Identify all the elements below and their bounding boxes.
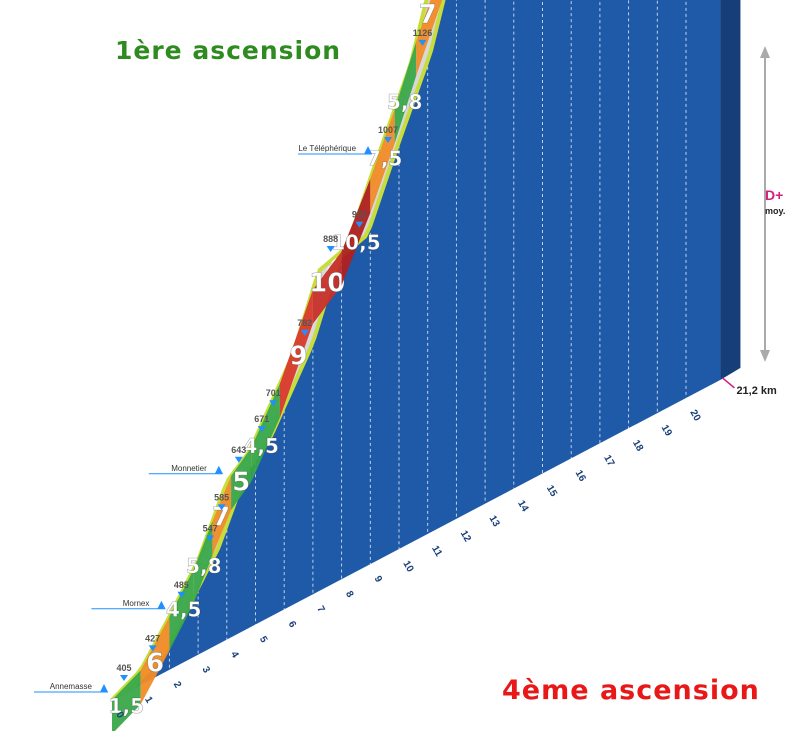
altitude-marker-icon	[148, 645, 157, 652]
place-name: Annemasse	[50, 682, 93, 691]
gradient-band	[231, 447, 252, 511]
altitude-marker-icon	[120, 675, 128, 681]
km-tick-label: 8	[343, 589, 356, 600]
gradient-label: 5,8	[186, 554, 221, 578]
gradient-label: 4,5	[166, 598, 201, 622]
gradient-band	[212, 476, 232, 556]
place-name: Le Téléphérique	[298, 144, 356, 153]
km-tick-label: 10	[400, 559, 415, 575]
altitude-label: 405	[116, 663, 131, 673]
gradient-label: 6	[146, 649, 164, 679]
altitude-label: 782	[297, 318, 312, 328]
gradient-label: 5,8	[387, 90, 422, 114]
altitude-label: 701	[266, 388, 281, 398]
km-tick-label: 3	[200, 665, 213, 676]
altitude-label: 547	[203, 524, 218, 534]
altitude-marker-icon	[206, 535, 215, 542]
km-tick-label: 16	[573, 468, 588, 484]
gradient-band	[279, 289, 313, 418]
total-distance: 21,2 km	[736, 385, 777, 397]
km-tick-label: 7	[314, 604, 327, 615]
gradient-band	[416, 0, 443, 76]
altitude-label: 671	[254, 414, 269, 424]
altitude-markers: 4054274855475856436717017828889021007112…	[116, 28, 433, 681]
place-name: Monnetier	[171, 464, 207, 473]
km-tick-label: 13	[487, 514, 502, 530]
km-tick-label: 14	[515, 499, 530, 515]
altitude-marker-icon	[269, 400, 278, 407]
altitude-marker-icon	[217, 504, 226, 511]
gradient-band	[394, 41, 417, 144]
altitude-marker-icon	[300, 329, 309, 336]
gradient-band	[193, 521, 213, 603]
gradient-label: 10,5	[331, 230, 380, 254]
gradient-label: 7,5	[367, 147, 402, 171]
fourth-ascent-title: 4ème ascension	[502, 675, 760, 706]
altitude-label: 1126	[413, 28, 433, 38]
gradient-label: 10	[309, 269, 345, 299]
km-tick-label: 2	[171, 680, 184, 691]
gradient-labels: 1,564,55,8754,591010,57,55,8745,515,53,5…	[108, 0, 443, 731]
gradient-band	[251, 383, 280, 482]
altitude-marker-icon	[326, 246, 335, 253]
gradient-band	[312, 251, 342, 324]
gradient-band	[341, 178, 371, 286]
altitude-marker-icon	[355, 221, 364, 228]
profile-end-cap	[720, 0, 741, 380]
elevation-arrow-up	[760, 46, 770, 58]
place-icon	[214, 465, 223, 474]
altitude-marker-icon	[257, 426, 266, 433]
altitude-marker-icon	[234, 456, 243, 463]
gradient-label: 9	[290, 341, 308, 371]
gradient-band	[112, 670, 141, 731]
profile-face	[112, 0, 741, 700]
km-tick-label: 12	[458, 529, 473, 545]
place-icon	[364, 145, 373, 154]
altitude-label: 485	[174, 580, 189, 590]
gradient-label: 7	[212, 503, 230, 533]
gradient-label: 5	[232, 468, 250, 498]
altitude-label: 902	[352, 210, 367, 220]
elevation-arrow-down	[760, 350, 770, 362]
altitude-label: 1007	[378, 125, 398, 135]
altitude-label: 888	[323, 234, 338, 244]
gradient-label: 7	[419, 0, 437, 30]
place-name: Mornex	[123, 599, 150, 608]
km-tick-label: 9	[372, 574, 385, 585]
km-tick-label: 15	[544, 484, 559, 500]
km-tick-label: 5	[257, 635, 270, 646]
first-ascent-title: 1ère ascension	[115, 36, 342, 65]
km-tick-label: 19	[659, 423, 674, 439]
altitude-label: 643	[231, 445, 246, 455]
gradient-band	[370, 109, 395, 213]
km-tick-label: 11	[429, 544, 444, 559]
gradient-label: 1,5	[109, 694, 144, 718]
gradient-label: 4,5	[244, 434, 279, 458]
elevation-gain-label: D+	[765, 187, 783, 203]
summary-labels: 21,2 km D+ moy.	[721, 46, 785, 397]
km-tick-label: 4	[228, 650, 241, 661]
km-tick-label: 18	[630, 438, 645, 454]
altitude-marker-icon	[418, 39, 427, 46]
place-icon	[100, 684, 108, 692]
altitude-label: 427	[145, 633, 160, 643]
km-tick-label: 17	[601, 453, 616, 469]
km-tick-label: 0	[113, 710, 126, 721]
gradient-band	[169, 568, 194, 651]
km-tick-label: 6	[286, 619, 299, 630]
distance-pointer	[721, 377, 735, 389]
km-tick-label: 20	[687, 408, 702, 424]
altitude-marker-icon	[384, 136, 393, 143]
altitude-label: 585	[214, 492, 229, 502]
altitude-marker-icon	[177, 591, 186, 598]
gradient-band	[140, 616, 170, 705]
profile-side-face	[112, 0, 721, 700]
average-gradient-label: moy.	[765, 206, 785, 216]
km-tick-label: 1	[142, 695, 155, 706]
place-icon	[157, 600, 166, 609]
